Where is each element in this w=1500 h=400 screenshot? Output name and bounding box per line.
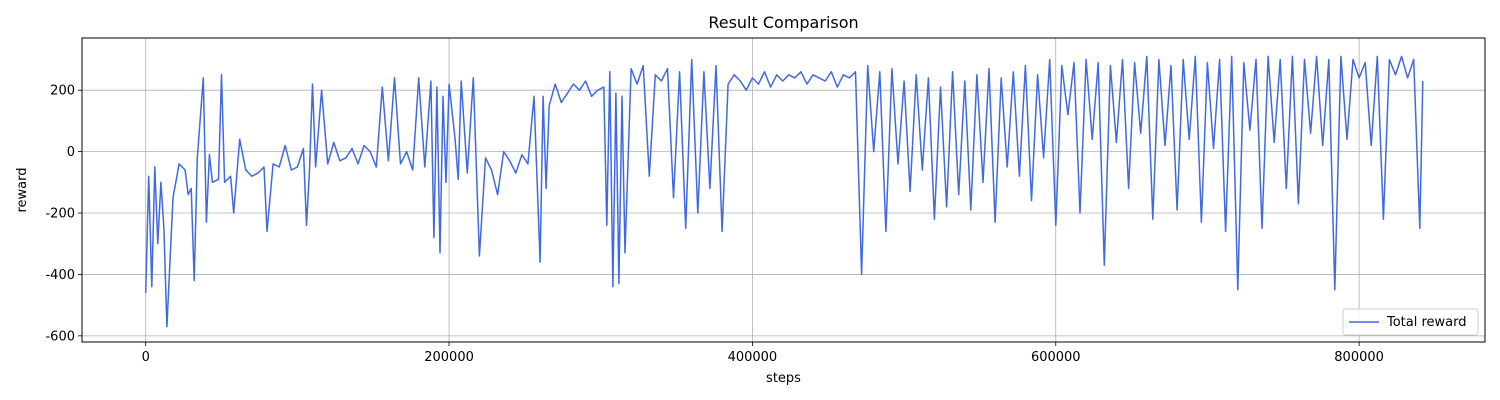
series-layer [144, 55, 1424, 328]
y-tick-label: -400 [45, 268, 75, 283]
y-tick-label: 200 [50, 84, 75, 99]
plot-area [82, 38, 1485, 342]
gridlines [82, 38, 1485, 342]
x-axis-label: steps [766, 371, 801, 386]
legend-box [1342, 308, 1479, 336]
x-tick-label: 800000 [1334, 350, 1384, 365]
y-tick-label: -600 [45, 329, 75, 344]
x-tick-label: 200000 [424, 350, 474, 365]
x-tick-label: 400000 [728, 350, 778, 365]
chart-title: Result Comparison [708, 13, 858, 32]
plot-frame [81, 37, 1486, 343]
x-tick-label: 600000 [1031, 350, 1081, 365]
axis-ticks: 0 200000 400000 600000 800000 -600 -400 -200 0 20… [45, 84, 1383, 365]
series-line-total-reward [144, 55, 1424, 328]
y-axis-label: reward [15, 167, 30, 212]
y-tick-label: -200 [45, 207, 75, 222]
y-tick-label: 0 [67, 145, 75, 160]
legend-label: Total reward [1386, 315, 1467, 330]
x-tick-label: 0 [142, 350, 150, 365]
legend: Total reward [1342, 308, 1479, 336]
